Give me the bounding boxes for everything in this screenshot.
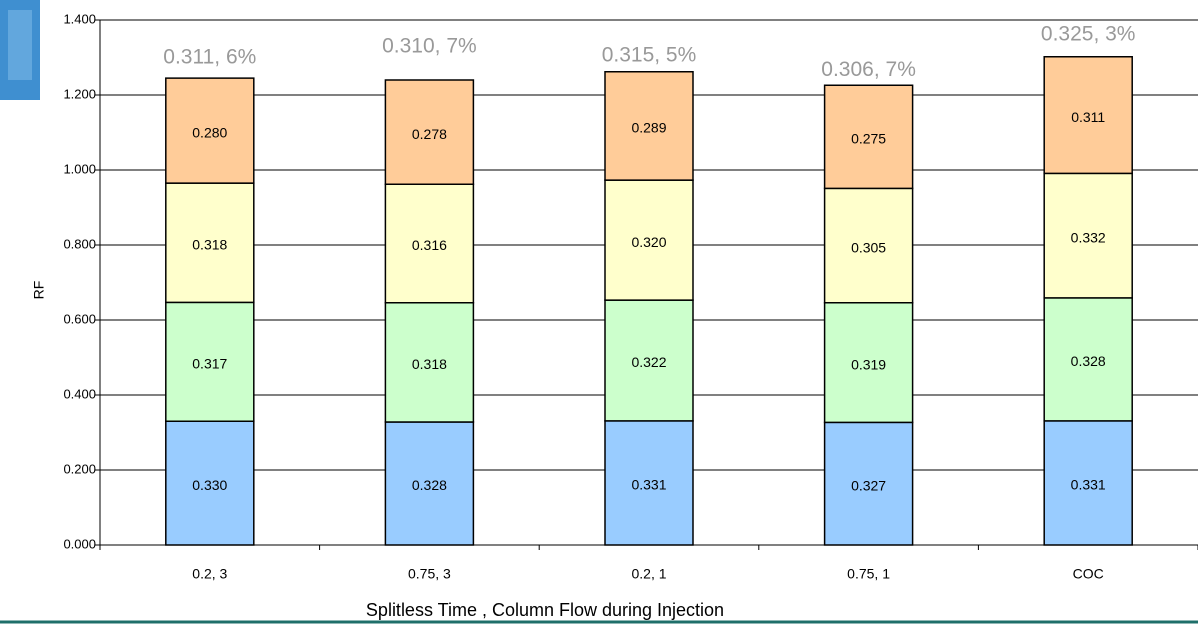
bar-segment [1043, 297, 1133, 422]
bar-segment [604, 179, 694, 301]
data-label: 0.275 [851, 131, 886, 147]
data-label: 0.322 [631, 354, 666, 370]
x-tick-label: COC [1073, 566, 1104, 582]
bar-segment [604, 71, 694, 181]
y-tick-label: 1.000 [63, 161, 96, 176]
bar-segment [165, 182, 255, 304]
y-tick-label: 0.400 [63, 386, 96, 401]
data-label: 0.331 [631, 477, 666, 493]
y-axis-title: RF [31, 281, 47, 300]
bar-segment [1043, 56, 1133, 175]
x-axis-title: Splitless Time , Column Flow during Inje… [366, 600, 724, 620]
bar-segment [165, 77, 255, 184]
bar-segment [1043, 420, 1133, 546]
data-label: 0.327 [851, 477, 886, 493]
corner-image-detail [8, 10, 32, 80]
bar-annotation: 0.315, 5% [602, 43, 697, 66]
bar-segment [823, 421, 914, 546]
data-label: 0.328 [1071, 353, 1106, 369]
bar-segment [823, 187, 914, 304]
data-label: 0.320 [631, 234, 666, 250]
data-label: 0.330 [192, 477, 227, 493]
bar-segment [823, 84, 914, 190]
bar-annotation: 0.311, 6% [163, 46, 256, 69]
bar-segment [384, 183, 475, 304]
x-tick-label: 0.75, 1 [847, 566, 890, 582]
bar-segment [823, 302, 914, 424]
y-tick-label: 0.000 [63, 536, 96, 551]
data-label: 0.316 [412, 237, 447, 253]
data-label: 0.319 [851, 356, 886, 372]
x-tick-label: 0.2, 1 [631, 566, 666, 582]
data-label: 0.318 [192, 236, 227, 252]
data-label: 0.331 [1071, 477, 1106, 493]
bar-segment [604, 420, 694, 546]
bar-segment [1043, 172, 1133, 299]
bar-segment [165, 301, 255, 422]
data-label: 0.305 [851, 239, 886, 255]
data-label: 0.332 [1071, 229, 1106, 245]
bar-segment [384, 421, 475, 546]
bar-annotation: 0.306, 7% [821, 58, 916, 81]
y-tick-label: 1.400 [63, 11, 96, 26]
bar-annotation: 0.310, 7% [382, 35, 477, 58]
data-label: 0.311 [1071, 109, 1105, 125]
data-label: 0.328 [412, 477, 447, 493]
x-tick-label: 0.2, 3 [192, 566, 227, 582]
bar-segment [384, 79, 475, 185]
data-label: 0.318 [412, 356, 447, 372]
y-tick-label: 1.200 [63, 86, 96, 101]
x-tick-label: 0.75, 3 [408, 566, 451, 582]
y-tick-label: 0.600 [63, 311, 96, 326]
y-tick-label: 0.200 [63, 461, 96, 476]
data-label: 0.317 [192, 356, 227, 372]
y-tick-label: 0.800 [63, 236, 96, 251]
data-label: 0.278 [412, 126, 447, 142]
data-label: 0.280 [192, 124, 227, 140]
bar-segment [604, 299, 694, 422]
data-label: 0.289 [631, 120, 666, 136]
bar-annotation: 0.325, 3% [1041, 22, 1136, 45]
bar-segment [384, 302, 475, 423]
